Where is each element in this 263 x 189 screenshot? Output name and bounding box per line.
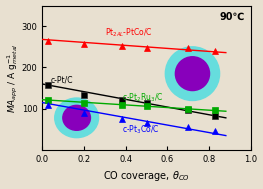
Ellipse shape <box>165 47 220 101</box>
X-axis label: CO coverage, $\theta_{CO}$: CO coverage, $\theta_{CO}$ <box>103 170 190 184</box>
Y-axis label: $MA_{app}$ / A g$^{-1}_{metal}$: $MA_{app}$ / A g$^{-1}_{metal}$ <box>6 43 20 113</box>
Text: c-Pt/C: c-Pt/C <box>50 75 73 84</box>
Ellipse shape <box>63 105 90 130</box>
Text: c-Pt$_2$Ru$_3$/C: c-Pt$_2$Ru$_3$/C <box>122 91 163 104</box>
Text: Pt$_{2AL}$-PtCo/C: Pt$_{2AL}$-PtCo/C <box>105 27 153 40</box>
Text: 90℃: 90℃ <box>219 12 245 22</box>
Text: c-Pt$_3$Co/C: c-Pt$_3$Co/C <box>122 124 159 136</box>
Ellipse shape <box>55 98 99 138</box>
Ellipse shape <box>175 57 210 91</box>
